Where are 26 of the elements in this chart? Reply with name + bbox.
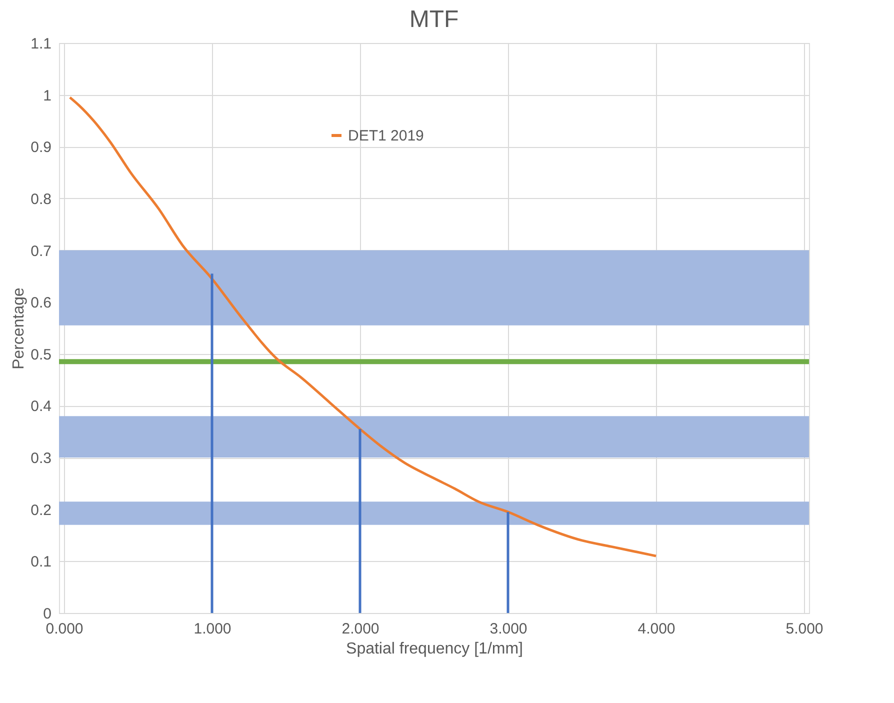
chart-title: MTF: [409, 6, 459, 33]
y-tick-label: 0.6: [30, 294, 52, 312]
x-tick-label: 1.000: [194, 620, 232, 638]
x-tick-label: 5.000: [786, 620, 824, 638]
legend-label: DET1 2019: [348, 128, 424, 144]
bar: [506, 512, 510, 613]
y-tick-label: 0.4: [30, 398, 52, 416]
y-tick-label: 0: [43, 606, 52, 622]
y-axis-title: Percentage: [10, 287, 28, 370]
x-tick-label: 0.000: [46, 620, 84, 638]
y-tick-label: 1: [43, 87, 52, 104]
y-tick-label: 0.8: [30, 190, 52, 208]
y-tick-label: 0.1: [30, 554, 52, 571]
x-axis-title: Spatial frequency [1/mm]: [346, 640, 523, 658]
line-series: [68, 96, 658, 558]
bar: [358, 429, 362, 613]
y-tick-label: 0.3: [30, 450, 52, 468]
bar: [210, 274, 214, 613]
y-tick-label: 0.5: [30, 346, 52, 364]
y-tick-label: 0.2: [30, 502, 52, 519]
y-tick-label: 0.7: [30, 242, 52, 260]
y-tick-label: 0.9: [30, 139, 52, 156]
y-tick-label: 1.1: [30, 36, 52, 52]
x-tick-label: 3.000: [490, 620, 528, 638]
x-tick-label: 4.000: [638, 620, 676, 638]
x-tick-label: 2.000: [342, 620, 380, 638]
